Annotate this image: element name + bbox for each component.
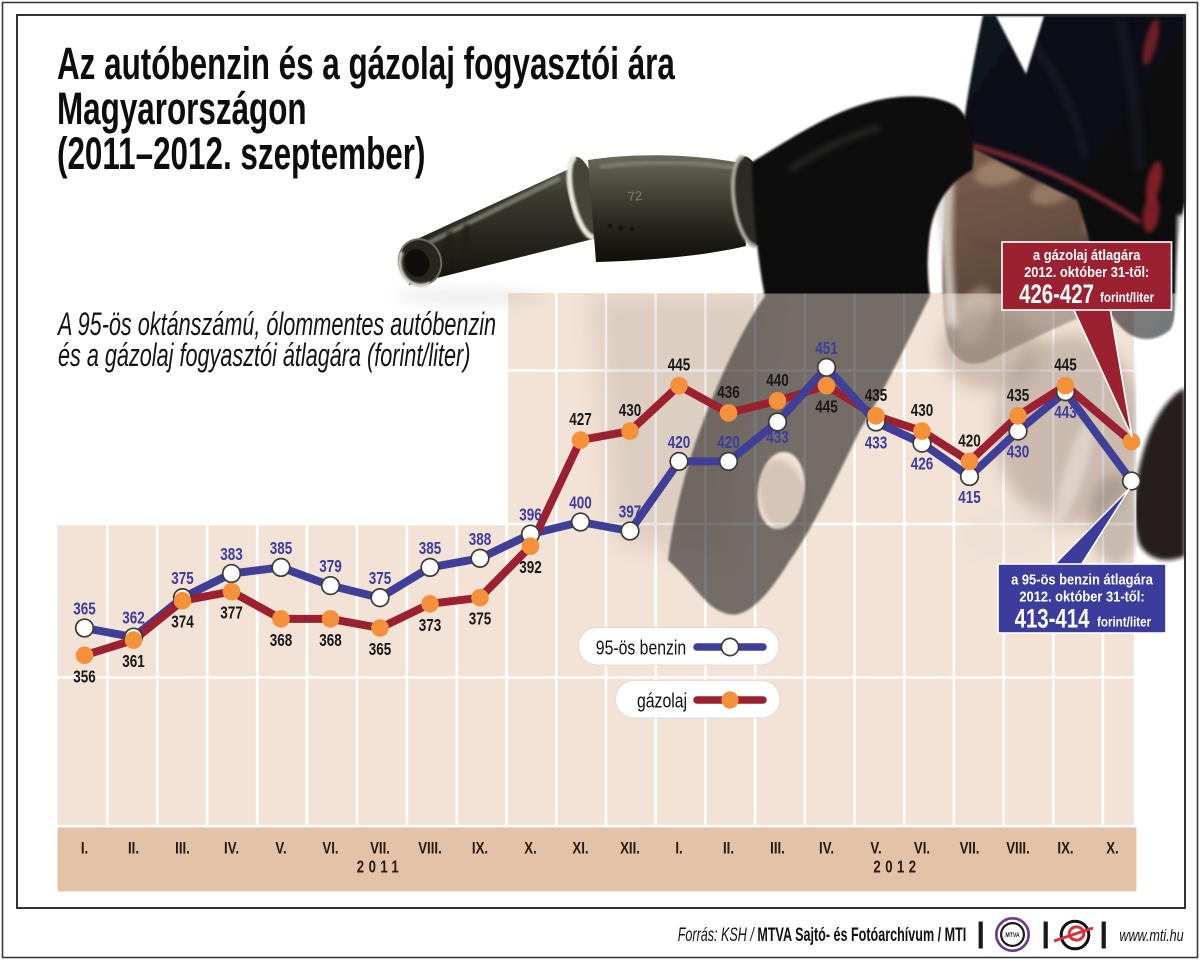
- svg-text:2012: 2012: [873, 858, 920, 877]
- svg-text:365: 365: [369, 640, 392, 659]
- svg-text:415: 415: [958, 488, 981, 507]
- svg-text:433: 433: [766, 428, 789, 447]
- svg-text:397: 397: [619, 503, 642, 522]
- svg-text:Forrás: KSH / MTVA Sajtó- és F: Forrás: KSH / MTVA Sajtó- és Fotóarchívu…: [678, 924, 967, 945]
- svg-text:373: 373: [419, 616, 442, 635]
- svg-text:VI.: VI.: [914, 839, 930, 858]
- svg-text:2011: 2011: [357, 858, 403, 877]
- svg-text:396: 396: [519, 506, 542, 525]
- svg-text:361: 361: [122, 652, 145, 671]
- svg-text:II.: II.: [128, 839, 139, 858]
- svg-text:a gázolaj átlagára: a gázolaj átlagára: [1033, 246, 1141, 263]
- svg-text:II.: II.: [723, 839, 734, 858]
- svg-text:VIII.: VIII.: [418, 839, 442, 858]
- svg-text:I.: I.: [675, 839, 682, 858]
- svg-text:436: 436: [717, 383, 740, 402]
- svg-text:2012. október 31-től:: 2012. október 31-től:: [1024, 263, 1149, 280]
- svg-text:IX.: IX.: [472, 839, 488, 858]
- svg-text:forint/liter: forint/liter: [1097, 615, 1151, 630]
- svg-text:430: 430: [619, 401, 642, 420]
- svg-text:433: 433: [865, 434, 888, 453]
- svg-text:413-414: 413-414: [1015, 605, 1091, 634]
- svg-text:420: 420: [668, 433, 691, 452]
- svg-text:445: 445: [668, 356, 691, 375]
- svg-text:X.: X.: [1106, 839, 1119, 858]
- svg-text:426: 426: [911, 455, 934, 474]
- svg-text:MTVA: MTVA: [1005, 933, 1020, 940]
- svg-text:385: 385: [419, 539, 442, 558]
- svg-text:356: 356: [73, 668, 96, 687]
- svg-text:IV.: IV.: [224, 839, 239, 858]
- svg-text:I.: I.: [81, 839, 88, 858]
- svg-text:IV.: IV.: [819, 839, 834, 858]
- svg-text:420: 420: [958, 432, 981, 451]
- svg-text:72: 72: [627, 188, 642, 204]
- svg-text:368: 368: [270, 631, 293, 650]
- svg-text:435: 435: [865, 386, 888, 405]
- svg-text:379: 379: [319, 557, 342, 576]
- svg-text:430: 430: [1007, 443, 1030, 462]
- svg-text:365: 365: [73, 600, 96, 619]
- svg-text:368: 368: [319, 631, 342, 650]
- svg-text:VIII.: VIII.: [1006, 839, 1030, 858]
- svg-text:a 95-ös benzin átlagára: a 95-ös benzin átlagára: [1011, 571, 1153, 588]
- svg-text:95-ös benzin: 95-ös benzin: [596, 637, 686, 659]
- svg-text:392: 392: [519, 558, 542, 577]
- svg-text:375: 375: [469, 610, 492, 629]
- svg-text:374: 374: [171, 613, 194, 632]
- svg-text:383: 383: [220, 545, 243, 564]
- svg-text:forint/liter: forint/liter: [1100, 290, 1154, 305]
- svg-text:435: 435: [1007, 386, 1030, 405]
- svg-text:445: 445: [815, 398, 838, 417]
- svg-text:IX.: IX.: [1057, 839, 1073, 858]
- svg-text:VII.: VII.: [370, 839, 390, 858]
- svg-text:XI.: XI.: [572, 839, 588, 858]
- svg-text:X.: X.: [524, 839, 537, 858]
- svg-text:427: 427: [569, 410, 592, 429]
- svg-text:www.mti.hu: www.mti.hu: [1119, 926, 1184, 945]
- svg-text:362: 362: [122, 609, 145, 628]
- svg-text:2012. október 31-től:: 2012. október 31-től:: [1019, 588, 1144, 605]
- svg-text:443: 443: [1054, 403, 1077, 422]
- svg-text:430: 430: [911, 401, 934, 420]
- svg-text:445: 445: [1054, 356, 1077, 375]
- svg-text:VI.: VI.: [322, 839, 338, 858]
- svg-text:426-427: 426-427: [1019, 281, 1094, 310]
- svg-text:V.: V.: [870, 839, 881, 858]
- svg-text:375: 375: [171, 569, 194, 588]
- svg-text:400: 400: [569, 494, 592, 513]
- svg-text:388: 388: [469, 530, 492, 549]
- svg-text:375: 375: [369, 569, 392, 588]
- svg-text:440: 440: [766, 371, 789, 390]
- svg-text:451: 451: [815, 339, 838, 358]
- svg-text:III.: III.: [770, 839, 785, 858]
- svg-text:III.: III.: [175, 839, 190, 858]
- svg-text:377: 377: [220, 604, 243, 623]
- svg-text:XII.: XII.: [620, 839, 640, 858]
- svg-text:gázolaj: gázolaj: [637, 690, 687, 712]
- svg-text:385: 385: [270, 539, 293, 558]
- svg-text:VII.: VII.: [960, 839, 980, 858]
- svg-text:V.: V.: [275, 839, 286, 858]
- svg-text:420: 420: [717, 433, 740, 452]
